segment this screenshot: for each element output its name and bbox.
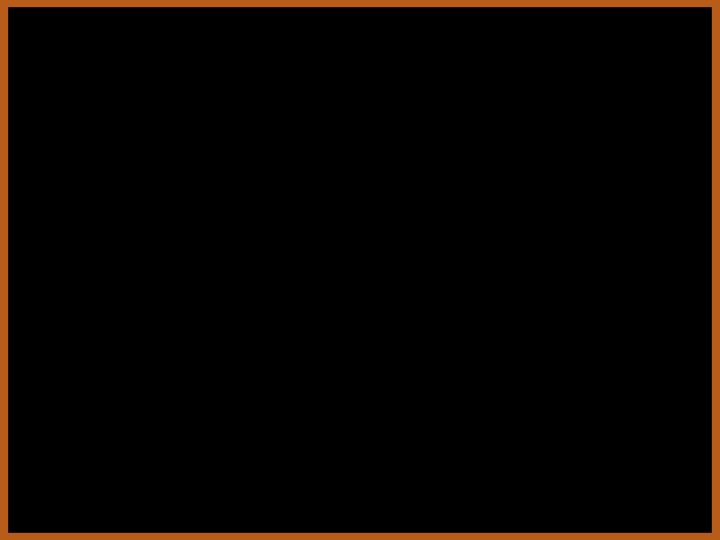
Text: Figure 3: MR coronal PD images of the right hip demonstrate increased: Figure 3: MR coronal PD images of the ri… xyxy=(29,455,523,469)
Text: Figure 3:: Figure 3: xyxy=(29,455,90,469)
Text: signal at the origin of the hamstring tendons: signal at the origin of the hamstring te… xyxy=(29,476,339,490)
Text: Radiological Presentations: Radiological Presentations xyxy=(213,25,507,45)
